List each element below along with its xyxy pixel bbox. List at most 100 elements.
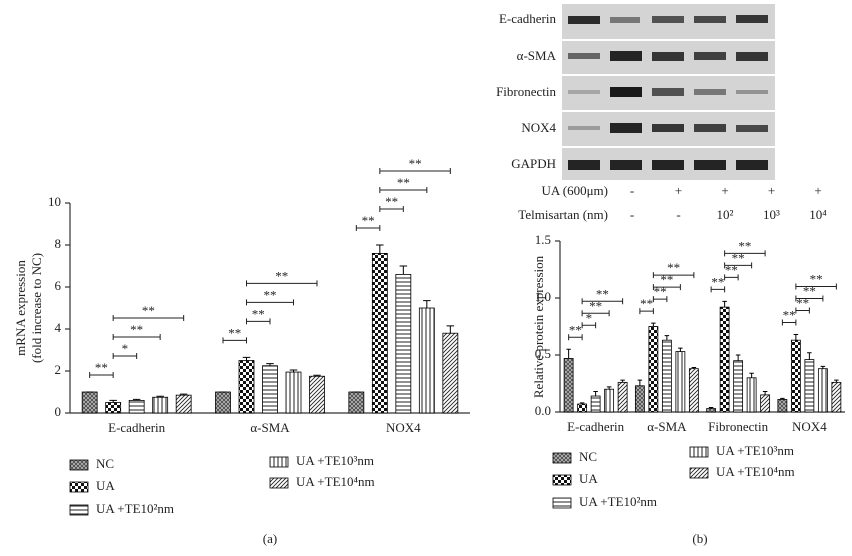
condition-value: +: [675, 183, 682, 198]
significance-label: **: [362, 213, 375, 228]
significance-label: **: [667, 260, 680, 275]
error-bar: [749, 373, 754, 378]
significance-label: **: [596, 286, 609, 301]
significance-label: **: [397, 175, 410, 190]
error-bar: [423, 301, 431, 308]
bar: [564, 358, 573, 412]
significance-label: **: [95, 360, 108, 375]
legend-swatch: [553, 475, 571, 485]
legend-label: NC: [579, 449, 597, 464]
error-bar: [794, 334, 799, 340]
bar: [649, 327, 658, 413]
x-tick-label: E-cadherin: [567, 419, 625, 434]
legend-label: NC: [96, 456, 114, 471]
error-bar: [807, 353, 812, 360]
condition-label: UA (600μm): [541, 183, 608, 198]
significance-label: **: [711, 274, 724, 289]
condition-value: -: [630, 183, 634, 198]
blot-row-label: Fibronectin: [496, 84, 556, 99]
error-bar: [593, 391, 598, 396]
bar: [635, 386, 644, 412]
legend-label: UA +TE10⁴nm: [296, 474, 375, 489]
y-tick-label: 0.0: [535, 403, 551, 418]
bar: [818, 369, 827, 412]
bar: [761, 395, 770, 412]
legend-label: UA +TE10²nm: [96, 501, 174, 516]
bar: [419, 308, 434, 413]
significance-label: **: [810, 271, 823, 286]
y-tick-label: 0: [55, 404, 62, 419]
error-bar: [400, 266, 408, 274]
legend-label: UA: [96, 478, 115, 493]
legend-swatch: [70, 505, 88, 515]
bar: [832, 382, 841, 412]
legend-label: UA: [579, 471, 598, 486]
y-tick-label: 6: [55, 278, 62, 293]
bar: [791, 340, 800, 412]
condition-value: 10³: [763, 207, 780, 222]
blot-row-label: GAPDH: [511, 156, 556, 171]
error-bar: [678, 348, 683, 351]
bar: [720, 307, 729, 412]
significance-label: **: [275, 268, 288, 283]
blot-row-label: α-SMA: [517, 48, 557, 63]
significance-label: **: [409, 156, 422, 171]
error-bar: [566, 349, 571, 358]
legend-swatch: [70, 460, 88, 470]
error-bar: [243, 357, 251, 360]
y-axis-label: Relative protein expression: [531, 255, 546, 398]
bar: [734, 361, 743, 412]
bar: [578, 404, 587, 412]
significance-label: **: [569, 322, 582, 337]
x-tick-label: Fibronectin: [708, 419, 768, 434]
legend-swatch: [690, 447, 708, 457]
bar: [263, 366, 278, 413]
bar: [747, 378, 756, 412]
x-tick-label: E-cadherin: [108, 420, 166, 435]
x-tick-label: α-SMA: [250, 420, 290, 435]
bar: [372, 253, 387, 413]
legend-label: UA +TE10⁴nm: [716, 464, 795, 479]
bar: [662, 340, 671, 412]
blot-row-label: NOX4: [521, 120, 556, 135]
bar: [591, 396, 600, 412]
significance-label: **: [228, 325, 241, 340]
condition-value: 10²: [717, 207, 734, 222]
error-bar: [447, 326, 455, 333]
blot-row-label: E-cadherin: [499, 11, 557, 26]
bar: [778, 399, 787, 412]
significance-label: **: [130, 322, 143, 337]
significance-label: **: [738, 238, 751, 253]
condition-value: 10⁴: [809, 207, 827, 222]
panel-caption: (b): [692, 531, 707, 546]
error-bar: [651, 323, 656, 326]
y-tick-label: 10: [48, 194, 61, 209]
condition-value: -: [630, 207, 634, 222]
significance-label: **: [252, 306, 265, 321]
bar: [106, 403, 121, 414]
legend-swatch: [70, 482, 88, 492]
x-tick-label: α-SMA: [647, 419, 687, 434]
significance-label: **: [142, 303, 155, 318]
legend-label: UA +TE10³nm: [716, 443, 794, 458]
panel-caption: (a): [263, 531, 277, 546]
condition-label: Telmisartan (nm): [518, 207, 608, 222]
bar: [129, 400, 144, 413]
bar: [216, 392, 231, 413]
bar: [805, 360, 814, 412]
condition-value: +: [814, 183, 821, 198]
bar: [396, 274, 411, 413]
bar: [82, 392, 97, 413]
error-bar: [638, 380, 643, 386]
y-tick-label: 1.5: [535, 232, 551, 247]
x-tick-label: NOX4: [386, 420, 421, 435]
significance-label: **: [264, 287, 277, 302]
blot-image: [562, 4, 775, 180]
bar: [310, 376, 325, 413]
error-bar: [665, 336, 670, 341]
y-tick-label: 8: [55, 236, 62, 251]
significance-label: **: [640, 296, 653, 311]
bar: [676, 352, 685, 412]
y-axis-label: mRNA expression: [13, 260, 28, 356]
legend-label: UA +TE10³nm: [296, 453, 374, 468]
